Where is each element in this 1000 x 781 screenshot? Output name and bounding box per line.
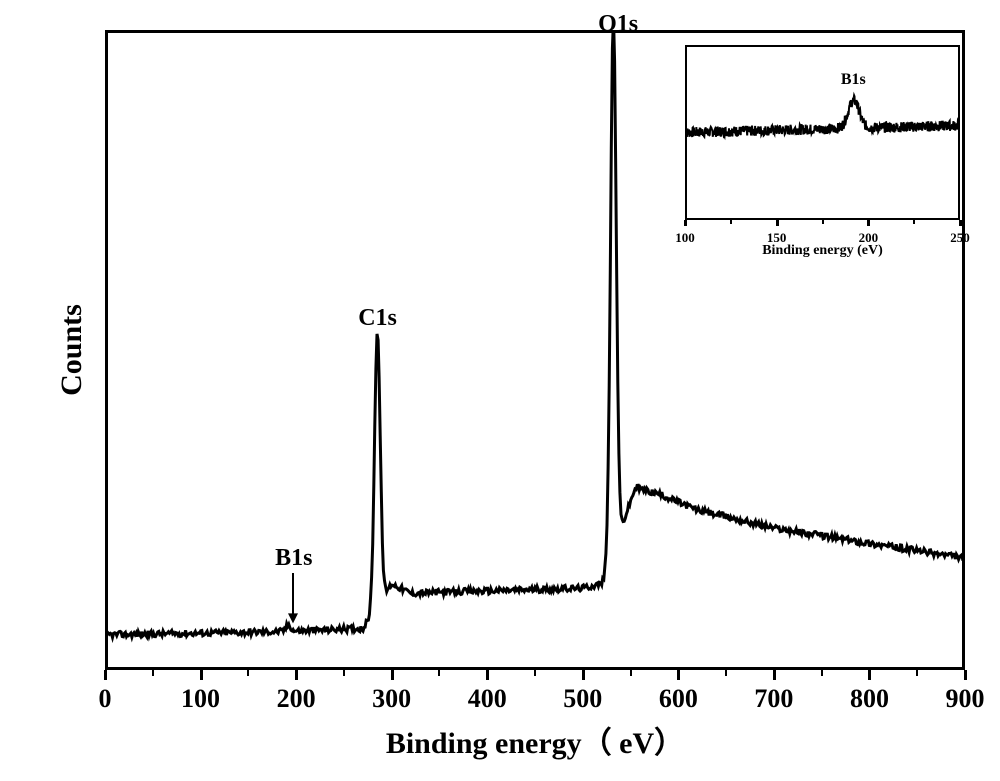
x-tick-mark [677, 670, 680, 680]
peak-label: O1s [598, 11, 638, 38]
x-tick-label: 250 [930, 230, 990, 246]
x-axis-label: Binding energy（ eV） [365, 718, 705, 762]
x-tick-mark [582, 670, 585, 680]
x-minor-tick [534, 670, 536, 676]
x-minor-tick [916, 670, 918, 676]
x-minor-tick [913, 220, 915, 224]
x-tick-mark [295, 670, 298, 680]
x-tick-label: 500 [553, 684, 613, 714]
x-minor-tick [725, 670, 727, 676]
x-minor-tick [821, 670, 823, 676]
x-tick-mark [486, 670, 489, 680]
x-tick-mark [684, 220, 687, 226]
peak-arrow [278, 573, 308, 625]
x-tick-mark [867, 220, 870, 226]
x-tick-label: 900 [935, 684, 995, 714]
inset-spectrum-line [685, 45, 960, 220]
peak-label: C1s [358, 305, 397, 332]
x-tick-mark [964, 670, 967, 680]
x-minor-tick [630, 670, 632, 676]
x-tick-label: 400 [457, 684, 517, 714]
x-tick-mark [391, 670, 394, 680]
x-tick-label: 700 [744, 684, 804, 714]
x-tick-label: 200 [266, 684, 326, 714]
x-minor-tick [822, 220, 824, 224]
x-minor-tick [730, 220, 732, 224]
x-minor-tick [438, 670, 440, 676]
x-tick-mark [868, 670, 871, 680]
xps-spectrum-figure: Counts Binding energy（ eV） Binding energ… [0, 0, 1000, 781]
x-tick-label: 600 [648, 684, 708, 714]
x-minor-tick [152, 670, 154, 676]
peak-label: B1s [841, 71, 866, 89]
x-tick-label: 150 [747, 230, 807, 246]
y-axis-label: Counts [55, 290, 89, 410]
x-minor-tick [247, 670, 249, 676]
x-tick-label: 300 [362, 684, 422, 714]
x-tick-label: 200 [838, 230, 898, 246]
x-tick-mark [200, 670, 203, 680]
x-minor-tick [343, 670, 345, 676]
peak-label: B1s [275, 545, 312, 572]
x-tick-label: 100 [171, 684, 231, 714]
x-tick-label: 800 [839, 684, 899, 714]
x-tick-mark [776, 220, 779, 226]
x-tick-label: 0 [75, 684, 135, 714]
x-tick-mark [773, 670, 776, 680]
x-tick-mark [104, 670, 107, 680]
x-tick-mark [959, 220, 962, 226]
x-tick-label: 100 [655, 230, 715, 246]
